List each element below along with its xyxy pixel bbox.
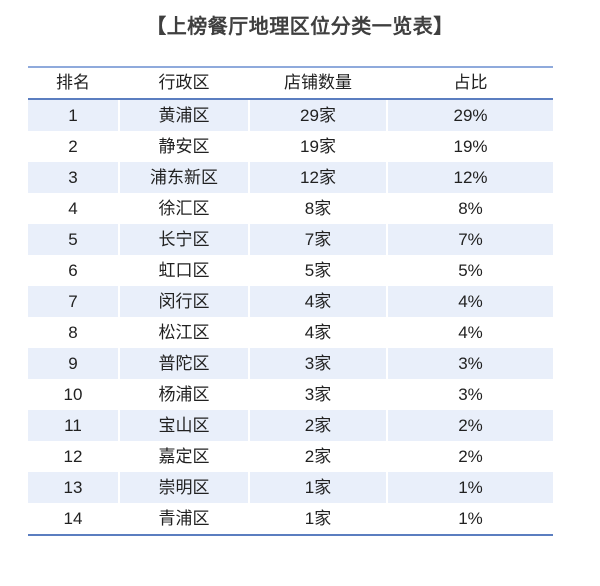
table-row: 2 静安区 19家 19% (28, 131, 553, 162)
rank-cell: 11 (64, 416, 82, 435)
percent-cell: 4% (386, 286, 553, 317)
table-row: 1 黄浦区 29家 29% (28, 100, 553, 131)
rank-cell: 6 (68, 261, 78, 280)
district-cell: 普陀区 (118, 348, 248, 379)
table-row: 5 长宁区 7家 7% (28, 224, 553, 255)
rank-cell: 8 (68, 323, 78, 342)
rank-cell: 12 (63, 447, 83, 466)
percent-cell: 1% (386, 472, 553, 503)
count-cell: 29家 (248, 100, 386, 131)
table-row: 3 浦东新区 12家 12% (28, 162, 553, 193)
table-row: 14 青浦区 1家 1% (28, 503, 553, 534)
table-row: 6 虹口区 5家 5% (28, 255, 553, 286)
rank-cell: 2 (68, 137, 78, 156)
column-header-district: 行政区 (118, 68, 248, 98)
percent-cell: 3% (386, 379, 553, 410)
count-cell: 1家 (248, 472, 386, 503)
district-cell: 黄浦区 (118, 100, 248, 131)
count-cell: 2家 (248, 410, 386, 441)
count-cell: 3家 (248, 348, 386, 379)
district-cell: 静安区 (118, 131, 248, 162)
percent-cell: 3% (386, 348, 553, 379)
percent-cell: 29% (386, 100, 553, 131)
percent-cell: 19% (386, 131, 553, 162)
table-row: 9 普陀区 3家 3% (28, 348, 553, 379)
district-cell: 杨浦区 (118, 379, 248, 410)
district-cell: 浦东新区 (118, 162, 248, 193)
page: 【上榜餐厅地理区位分类一览表】 排名 行政区 店铺数量 占比 1 黄浦区 29家 29… (0, 14, 600, 536)
count-cell: 7家 (248, 224, 386, 255)
count-cell: 5家 (248, 255, 386, 286)
district-cell: 松江区 (118, 317, 248, 348)
rank-cell: 1 (68, 106, 78, 125)
rank-cell: 4 (68, 199, 78, 218)
rank-cell: 14 (63, 509, 83, 528)
rank-cell: 5 (68, 230, 78, 249)
table-header-row: 排名 行政区 店铺数量 占比 (28, 68, 553, 100)
rank-cell: 7 (68, 292, 78, 311)
table-row: 12 嘉定区 2家 2% (28, 441, 553, 472)
table-body: 1 黄浦区 29家 29% 2 静安区 19家 19% 3 浦东新区 12家 12% 4 徐汇区 8家 8% 5… (28, 100, 553, 534)
district-cell: 嘉定区 (118, 441, 248, 472)
count-cell: 19家 (248, 131, 386, 162)
percent-cell: 2% (386, 441, 553, 472)
table-row: 4 徐汇区 8家 8% (28, 193, 553, 224)
percent-cell: 7% (386, 224, 553, 255)
district-cell: 长宁区 (118, 224, 248, 255)
table-row: 8 松江区 4家 4% (28, 317, 553, 348)
count-cell: 8家 (248, 193, 386, 224)
rank-cell: 13 (63, 478, 83, 497)
count-cell: 4家 (248, 286, 386, 317)
table-row: 10 杨浦区 3家 3% (28, 379, 553, 410)
table-row: 11 宝山区 2家 2% (28, 410, 553, 441)
column-header-count: 店铺数量 (248, 68, 386, 98)
count-cell: 12家 (248, 162, 386, 193)
count-cell: 2家 (248, 441, 386, 472)
count-cell: 1家 (248, 503, 386, 534)
district-cell: 宝山区 (118, 410, 248, 441)
table-row: 7 闵行区 4家 4% (28, 286, 553, 317)
table-row: 13 崇明区 1家 1% (28, 472, 553, 503)
district-cell: 虹口区 (118, 255, 248, 286)
column-header-percent: 占比 (386, 68, 553, 98)
percent-cell: 1% (386, 503, 553, 534)
percent-cell: 4% (386, 317, 553, 348)
district-cell: 崇明区 (118, 472, 248, 503)
rank-cell: 3 (68, 168, 78, 187)
page-title: 【上榜餐厅地理区位分类一览表】 (146, 16, 454, 38)
column-header-rank: 排名 (56, 73, 90, 92)
rank-cell: 9 (68, 354, 78, 373)
count-cell: 4家 (248, 317, 386, 348)
data-table: 排名 行政区 店铺数量 占比 1 黄浦区 29家 29% 2 静安区 19家 19% 3 浦东新区… (28, 66, 553, 536)
percent-cell: 5% (386, 255, 553, 286)
percent-cell: 8% (386, 193, 553, 224)
percent-cell: 2% (386, 410, 553, 441)
percent-cell: 12% (386, 162, 553, 193)
district-cell: 闵行区 (118, 286, 248, 317)
district-cell: 徐汇区 (118, 193, 248, 224)
rank-cell: 10 (63, 385, 83, 404)
count-cell: 3家 (248, 379, 386, 410)
district-cell: 青浦区 (118, 503, 248, 534)
